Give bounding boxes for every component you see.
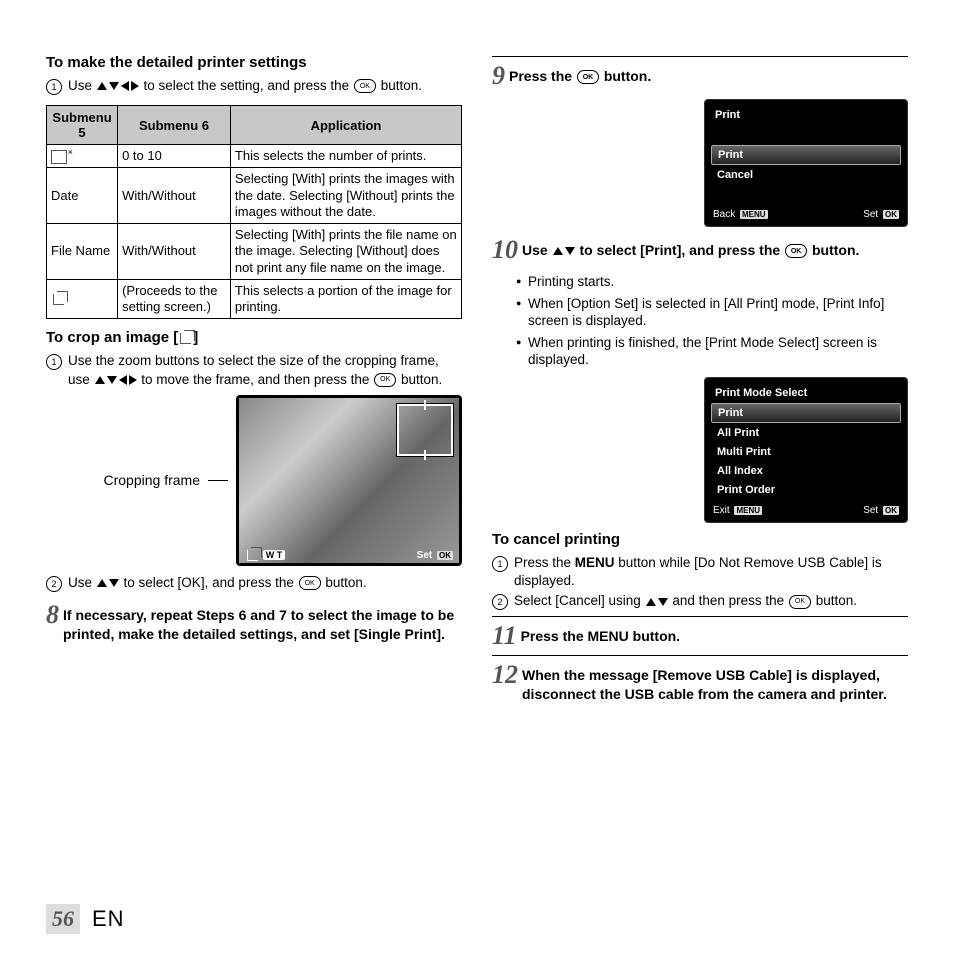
page-footer: 56 EN — [46, 904, 125, 934]
step-10: 10 Use to select [Print], and press the … — [492, 237, 908, 263]
lcd-print-mode-select: Print Mode Select Print All Print Multi … — [704, 377, 908, 523]
table-row: Date With/Without Selecting [With] print… — [47, 168, 462, 224]
crop-icon — [180, 333, 191, 344]
lcd-item[interactable]: Print — [711, 403, 901, 423]
crop-icon — [53, 294, 64, 305]
bullet: When [Option Set] is selected in [All Pr… — [516, 295, 908, 330]
step-marker-1: 1 — [46, 354, 62, 370]
crop-preview: W T Set OK — [236, 395, 462, 566]
crop-box — [397, 404, 453, 456]
print-count-icon — [51, 150, 67, 164]
printer-settings-title: To make the detailed printer settings — [46, 54, 462, 71]
step-number-8: 8 — [46, 602, 59, 628]
step-8: 8 If necessary, repeat Steps 6 and 7 to … — [46, 602, 462, 644]
step-12: 12 When the message [Remove USB Cable] i… — [492, 662, 908, 704]
crop-step1: 1 Use the zoom buttons to select the siz… — [46, 352, 462, 388]
ok-button-icon: OK — [577, 70, 599, 84]
ok-button-icon: OK — [299, 576, 321, 590]
bullet: When printing is finished, the [Print Mo… — [516, 334, 908, 369]
ok-badge: OK — [883, 506, 899, 515]
cancel-step1: 1 Press the MENU button while [Do Not Re… — [492, 554, 908, 590]
right-icon — [131, 81, 139, 91]
divider — [492, 56, 908, 57]
settings-table: Submenu 5 Submenu 6 Application 0 to 10 … — [46, 105, 462, 319]
lcd-item[interactable]: All Print — [711, 424, 901, 442]
step-9: 9 Press the OK button. — [492, 63, 908, 89]
lcd-item[interactable]: Multi Print — [711, 443, 901, 461]
left-icon — [121, 81, 129, 91]
menu-badge: MENU — [740, 210, 768, 219]
table-row: File Name With/Without Selecting [With] … — [47, 224, 462, 280]
menu-badge: MENU — [734, 506, 762, 515]
step-number-12: 12 — [492, 662, 518, 688]
step-marker-2: 2 — [492, 594, 508, 610]
up-icon — [97, 579, 107, 587]
ok-button-icon: OK — [785, 244, 807, 258]
table-header: Application — [230, 106, 461, 145]
lcd-item[interactable]: Print Order — [711, 481, 901, 499]
printer-settings-step1: 1 Use to select the setting, and press t… — [46, 77, 462, 95]
down-icon — [109, 82, 119, 90]
table-row: 0 to 10 This selects the number of print… — [47, 145, 462, 168]
page-number: 56 — [46, 904, 80, 934]
up-icon — [97, 82, 107, 90]
up-icon — [553, 247, 563, 255]
up-icon — [95, 376, 105, 384]
ok-button-icon: OK — [374, 373, 396, 387]
table-header: Submenu 6 — [118, 106, 231, 145]
lcd-print-dialog: Print Print Cancel Back MENU Set OK — [704, 99, 908, 227]
crop-title: To crop an image [] — [46, 329, 462, 346]
left-column: To make the detailed printer settings 1 … — [46, 50, 462, 708]
step-10-bullets: Printing starts. When [Option Set] is se… — [516, 273, 908, 369]
cropping-frame-label-row: Cropping frame W T Set OK — [46, 395, 462, 566]
table-row: (Proceeds to the setting screen.) This s… — [47, 279, 462, 319]
ok-button-icon: OK — [789, 595, 811, 609]
cancel-printing-title: To cancel printing — [492, 531, 908, 548]
down-icon — [107, 376, 117, 384]
step-number-9: 9 — [492, 63, 505, 89]
crop-icon — [247, 550, 258, 561]
down-icon — [565, 247, 575, 255]
ok-badge: OK — [437, 551, 453, 560]
cropping-frame-label: Cropping frame — [104, 472, 201, 488]
down-icon — [109, 579, 119, 587]
ok-button-icon: OK — [354, 79, 376, 93]
down-icon — [658, 598, 668, 606]
step-marker-2: 2 — [46, 576, 62, 592]
step-number-11: 11 — [492, 623, 517, 649]
divider — [492, 655, 908, 656]
right-column: 9 Press the OK button. Print Print Cance… — [492, 50, 908, 708]
lcd-item-print[interactable]: Print — [711, 145, 901, 165]
bullet: Printing starts. — [516, 273, 908, 291]
table-header: Submenu 5 — [47, 106, 118, 145]
right-icon — [129, 375, 137, 385]
ok-badge: OK — [883, 210, 899, 219]
step-marker-1: 1 — [492, 556, 508, 572]
wt-indicator: W T — [263, 550, 286, 560]
language-code: EN — [92, 906, 125, 932]
crop-step2: 2 Use to select [OK], and press the OK b… — [46, 574, 462, 592]
lcd-item[interactable]: All Index — [711, 462, 901, 480]
step-marker-1: 1 — [46, 79, 62, 95]
step-number-10: 10 — [492, 237, 518, 263]
left-icon — [119, 375, 127, 385]
step-11: 11 Press the MENU button. — [492, 623, 908, 649]
divider — [492, 616, 908, 617]
cancel-step2: 2 Select [Cancel] using and then press t… — [492, 592, 908, 610]
lcd-item-cancel[interactable]: Cancel — [711, 166, 901, 184]
up-icon — [646, 598, 656, 606]
